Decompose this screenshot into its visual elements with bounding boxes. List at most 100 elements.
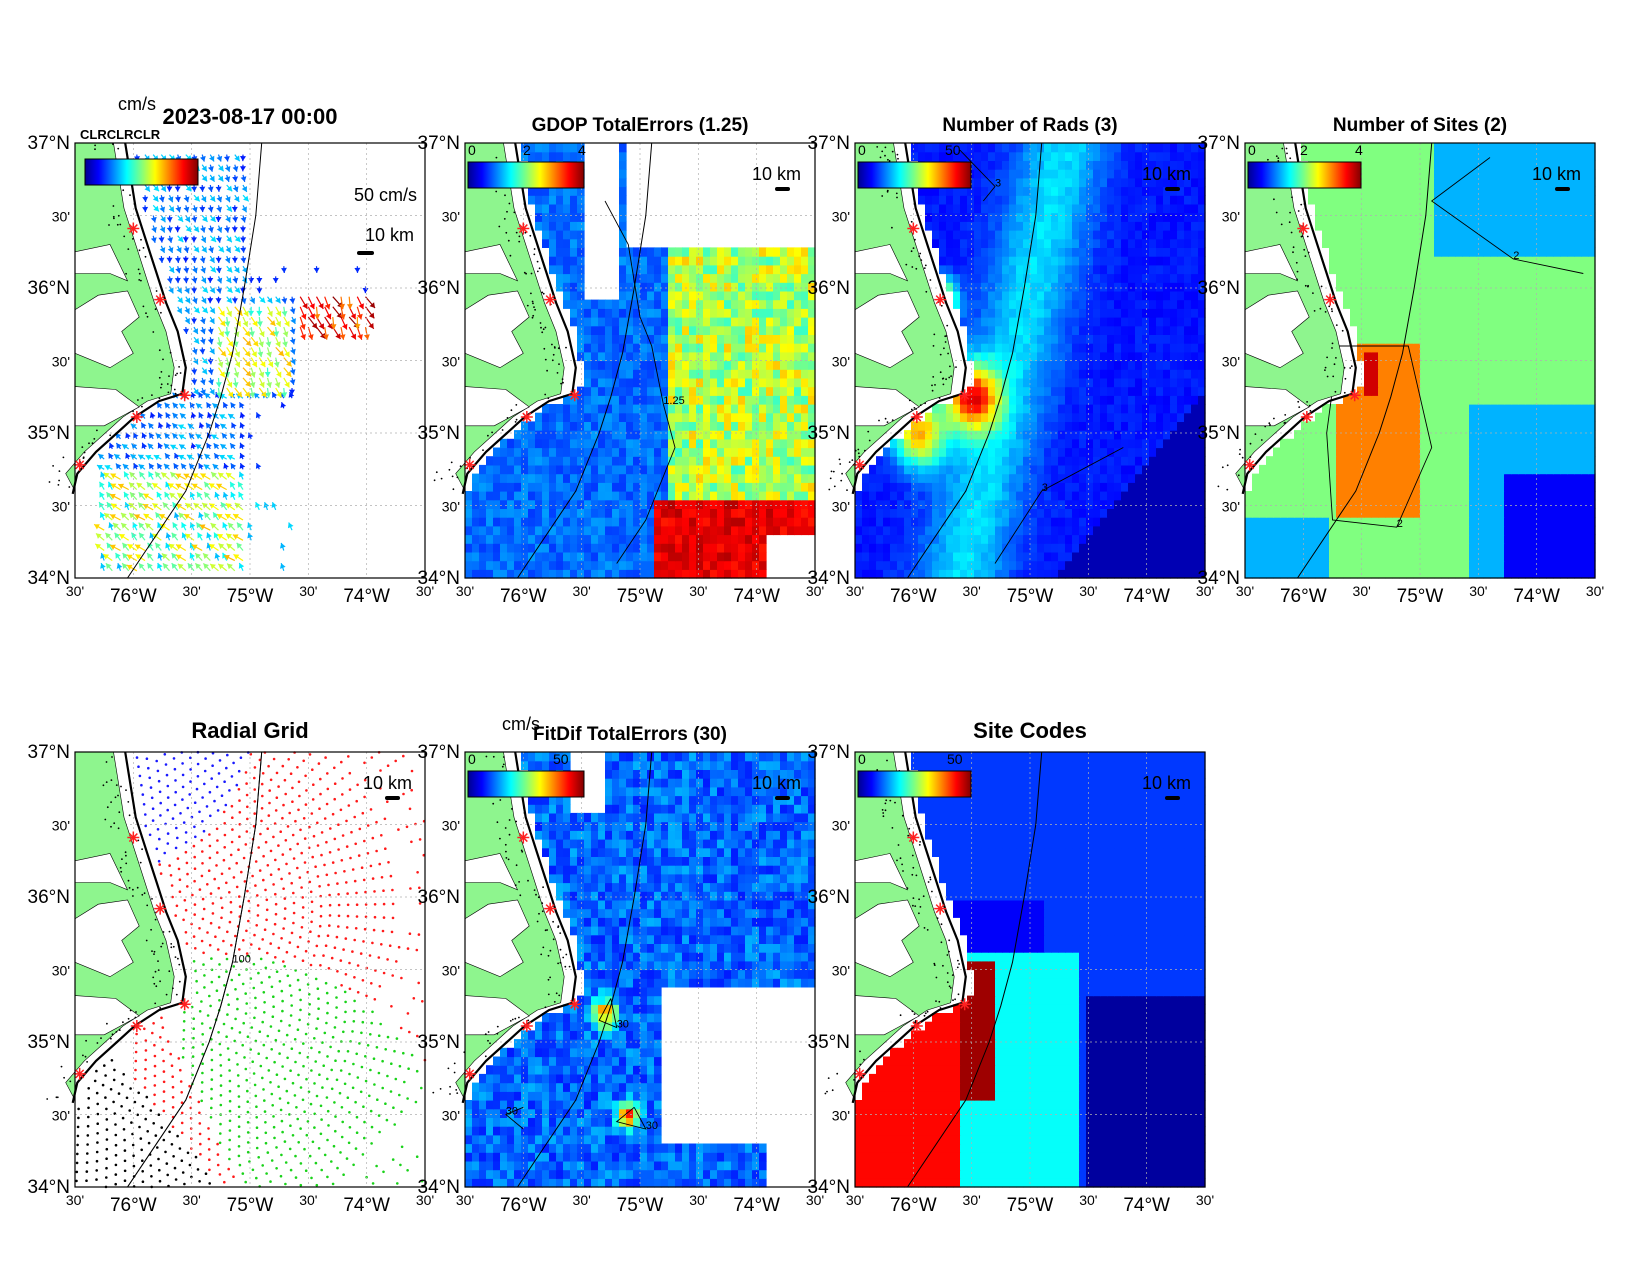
data-cell — [911, 456, 919, 466]
data-cell — [577, 456, 585, 466]
vector-head — [239, 453, 246, 459]
data-cell — [1191, 534, 1199, 544]
data-cell — [605, 317, 613, 327]
data-cell — [703, 473, 711, 483]
data-cell — [563, 534, 571, 544]
vector-head — [256, 310, 263, 316]
data-cell — [1170, 569, 1178, 579]
data-cell — [1128, 412, 1136, 422]
data-cell — [1072, 308, 1080, 318]
data-cell — [570, 569, 578, 579]
data-cell — [869, 543, 877, 553]
data-cell — [752, 464, 760, 475]
data-cell — [1121, 290, 1129, 301]
data-cell — [647, 491, 655, 501]
vector-head — [208, 247, 214, 253]
vector-head — [173, 512, 180, 519]
data-cell — [1107, 534, 1115, 544]
data-cell — [619, 499, 627, 509]
data-cell — [1149, 221, 1157, 231]
data-cell — [801, 447, 809, 457]
data-cell — [493, 551, 501, 562]
vector-head — [187, 423, 194, 430]
data-cell — [787, 256, 795, 266]
data-cell — [549, 482, 557, 492]
data-cell — [1093, 230, 1101, 240]
data-cell — [1156, 508, 1164, 518]
data-cell — [731, 273, 739, 283]
vector-head — [183, 514, 190, 520]
data-cell — [960, 430, 968, 440]
data-cell — [647, 482, 655, 492]
data-cell — [661, 334, 669, 344]
data-cell — [960, 508, 968, 518]
data-cell — [584, 473, 592, 483]
data-cell — [1184, 386, 1192, 396]
data-cell — [946, 534, 954, 544]
data-cell — [995, 325, 1003, 335]
data-cell — [668, 334, 676, 344]
data-cell — [549, 238, 557, 248]
data-cell — [584, 517, 592, 527]
data-cell — [661, 282, 669, 292]
data-cell — [1163, 447, 1171, 457]
vector-head — [193, 226, 199, 233]
data-cell — [619, 264, 627, 275]
vector-head — [198, 422, 205, 429]
coast-dot — [547, 397, 550, 400]
data-cell — [932, 560, 940, 570]
data-cell — [946, 238, 954, 248]
data-cell — [1114, 412, 1122, 422]
data-cell — [1044, 264, 1052, 275]
vector-head — [260, 361, 266, 368]
vector-head — [210, 216, 216, 222]
data-cell — [1079, 247, 1087, 257]
data-cell — [1002, 525, 1010, 536]
data-cell — [675, 464, 683, 475]
data-cell — [563, 517, 571, 527]
data-cell — [1065, 317, 1073, 327]
data-cell — [862, 569, 870, 579]
data-cell — [1121, 517, 1129, 527]
data-cell — [738, 317, 746, 327]
data-cell — [1051, 569, 1059, 579]
data-cell — [1065, 325, 1073, 335]
coast-dot — [543, 347, 546, 350]
data-cell — [689, 551, 697, 562]
data-cell — [1079, 317, 1087, 327]
data-cell — [710, 351, 718, 362]
vector-head — [160, 523, 166, 530]
data-cell — [605, 517, 613, 527]
data-cell — [1135, 238, 1143, 248]
data-cell — [759, 369, 767, 379]
data-cell — [745, 569, 753, 579]
data-cell — [689, 499, 697, 509]
data-cell — [1149, 317, 1157, 327]
data-cell — [1170, 212, 1178, 222]
data-cell — [1191, 456, 1199, 466]
data-cell — [1142, 551, 1150, 562]
data-cell — [619, 377, 627, 388]
data-cell — [1079, 360, 1087, 370]
data-cell — [1163, 464, 1171, 475]
land-layer — [48, 142, 263, 579]
data-cell — [1128, 334, 1136, 344]
vector-head — [174, 257, 181, 263]
data-cell — [1072, 404, 1080, 414]
data-cell — [752, 421, 760, 431]
data-cell — [1009, 482, 1017, 492]
data-cell — [1142, 404, 1150, 414]
data-cell — [1149, 264, 1157, 275]
data-cell — [661, 421, 669, 431]
data-cell — [717, 517, 725, 527]
data-cell — [745, 386, 753, 396]
data-cell — [1051, 551, 1059, 562]
data-cell — [1086, 412, 1094, 422]
vector-head — [213, 443, 220, 449]
data-cell — [710, 517, 718, 527]
data-cell — [640, 264, 648, 275]
data-cell — [988, 447, 996, 457]
data-cell — [668, 482, 676, 492]
vector-head — [248, 310, 255, 316]
data-cell — [626, 456, 634, 466]
